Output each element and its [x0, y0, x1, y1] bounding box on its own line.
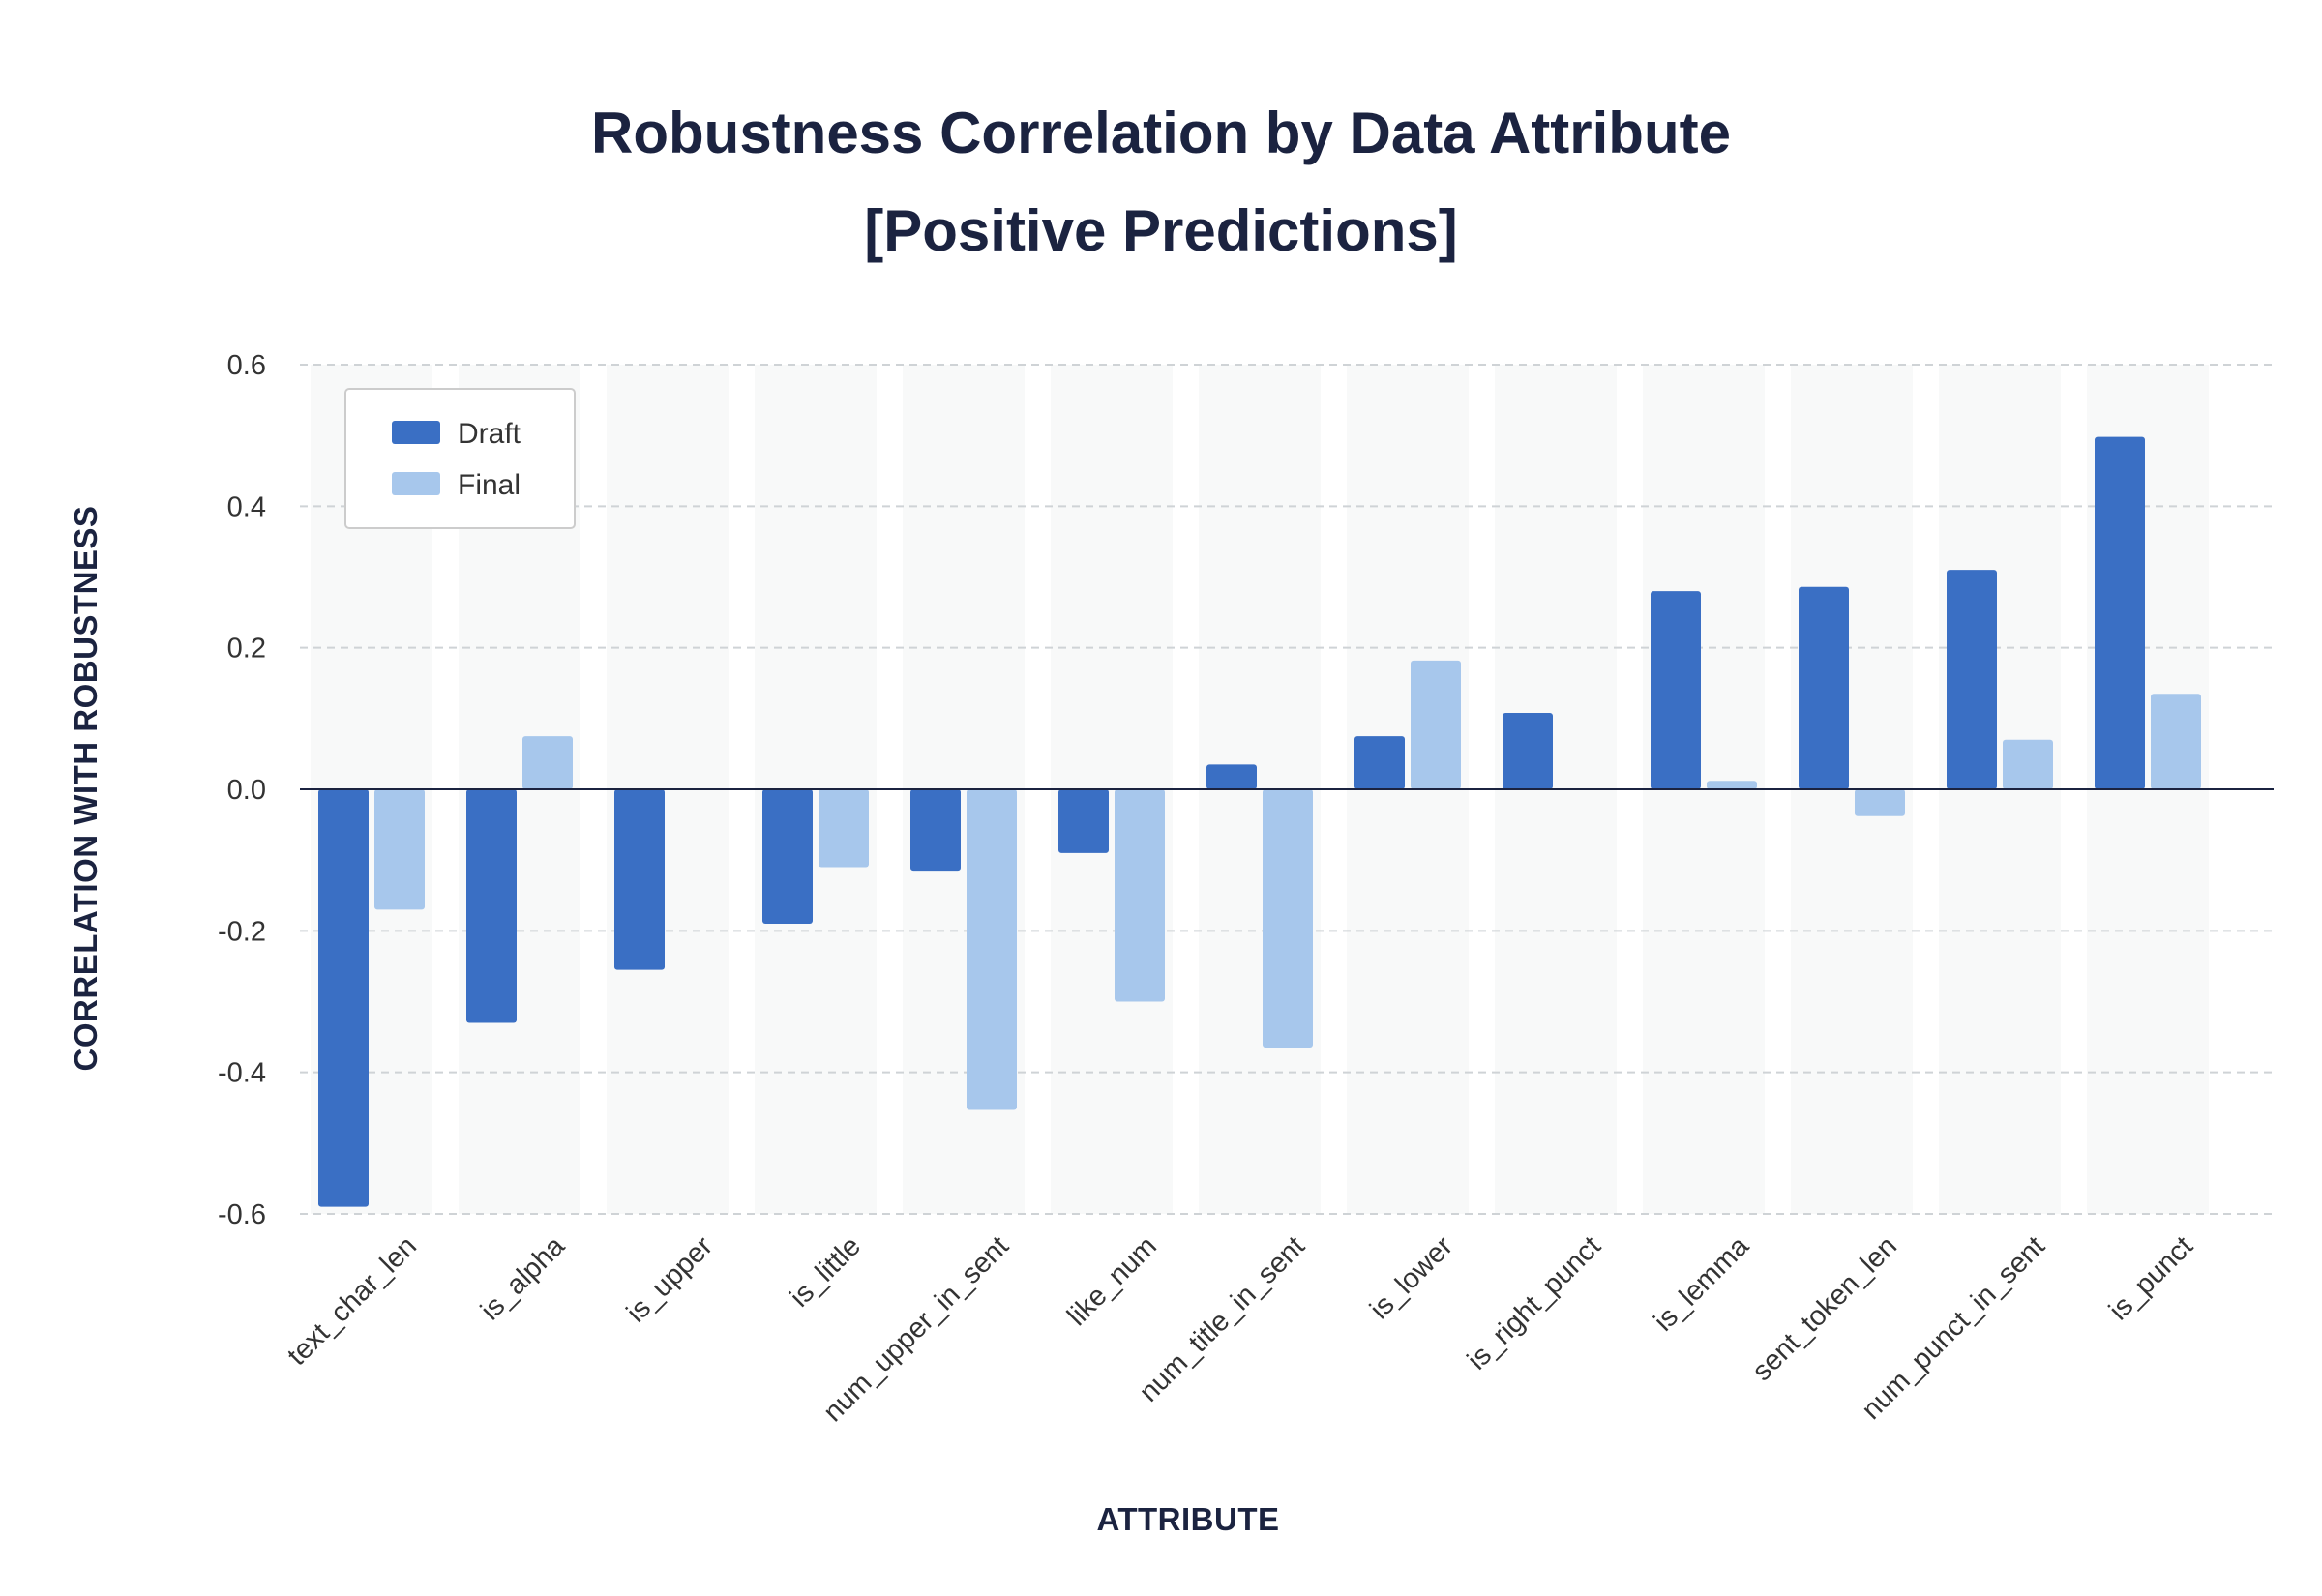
bar-draft-num-punct-in-sent [1947, 570, 1997, 789]
x-tick-label: like_num [1061, 1230, 1163, 1332]
chart-subtitle: [Positive Predictions] [864, 198, 1458, 263]
bar-final-like-num [1115, 789, 1165, 1002]
x-tick-label: is_alpha [475, 1230, 572, 1327]
y-tick-label: 0.0 [227, 775, 266, 806]
x-tick-label: sent_token_len [1746, 1230, 1903, 1387]
bars [318, 436, 2201, 1207]
y-tick-label: -0.2 [218, 916, 266, 947]
x-tick-label: is_lower [1364, 1230, 1459, 1325]
bar-draft-is-right-punct [1503, 712, 1553, 789]
bar-draft-is-lemma [1651, 591, 1701, 789]
bar-draft-num-title-in-sent [1206, 764, 1257, 789]
x-axis-ticks: text_char_len is_alpha is_upper is_little nu… [282, 1230, 2199, 1429]
legend-swatch-draft [392, 421, 440, 444]
bar-draft-sent-token-len [1799, 586, 1849, 789]
chart-title: Robustness Correlation by Data Attribute [591, 101, 1731, 165]
x-tick-label: num_title_in_sent [1134, 1230, 1311, 1407]
x-tick-label: text_char_len [282, 1230, 423, 1372]
y-tick-label: -0.4 [218, 1058, 266, 1089]
bar-draft-num-upper-in-sent [910, 789, 961, 872]
legend-label-final: Final [458, 469, 521, 501]
x-tick-label: is_little [785, 1230, 867, 1313]
y-axis-title: CORRELATION WITH ROBUSTNESS [68, 506, 104, 1072]
bar-final-sent-token-len [1855, 789, 1905, 816]
bar-draft-is-little [762, 789, 813, 925]
legend-swatch-final [392, 472, 440, 495]
y-tick-label: 0.4 [227, 491, 266, 522]
bar-final-is-punct [2151, 694, 2201, 789]
x-tick-label: is_lemma [1649, 1230, 1756, 1338]
legend: Draft Final [344, 388, 576, 529]
legend-label-draft: Draft [458, 418, 521, 450]
y-tick-label: -0.6 [218, 1199, 266, 1230]
bar-final-num-punct-in-sent [2003, 739, 2053, 789]
x-tick-label: is_right_punct [1462, 1230, 1607, 1375]
bar-draft-is-lower [1354, 736, 1405, 789]
bar-draft-text-char-len [318, 789, 369, 1207]
legend-box [344, 388, 576, 529]
bar-final-num-title-in-sent [1263, 789, 1313, 1049]
x-tick-label: is_punct [2103, 1230, 2199, 1326]
x-tick-label: is_upper [621, 1230, 720, 1329]
bar-final-num-upper-in-sent [967, 789, 1017, 1110]
bar-final-text-char-len [374, 789, 425, 910]
bar-draft-like-num [1058, 789, 1109, 853]
bar-draft-is-upper [614, 789, 665, 970]
x-axis-title: ATTRIBUTE [1096, 1501, 1279, 1537]
bar-final-is-lemma [1707, 781, 1757, 789]
y-axis-ticks: 0.6 0.4 0.2 0.0 -0.2 -0.4 -0.6 [218, 350, 266, 1230]
bar-final-is-alpha [522, 736, 573, 789]
gridlines [300, 364, 2274, 1215]
y-tick-label: 0.6 [227, 350, 266, 381]
bar-draft-is-alpha [466, 789, 517, 1023]
bar-final-is-lower [1411, 660, 1461, 789]
y-tick-label: 0.2 [227, 634, 266, 665]
bar-final-is-little [819, 789, 869, 868]
bar-draft-is-punct [2095, 436, 2145, 789]
